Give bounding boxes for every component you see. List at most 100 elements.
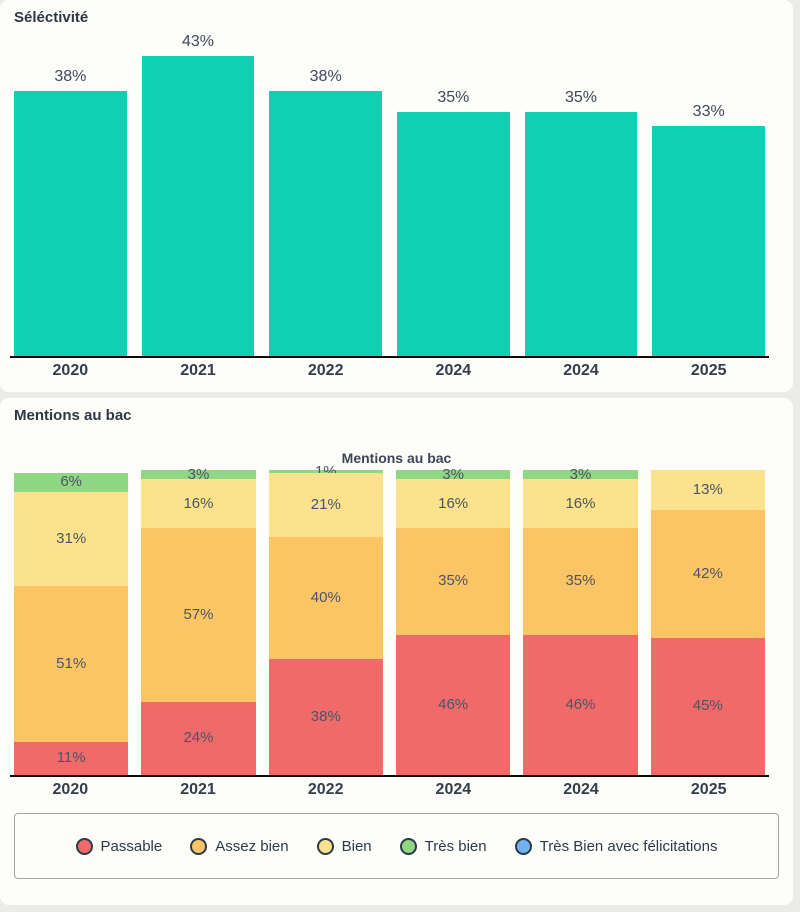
segment-value-label: 42%	[692, 564, 723, 582]
bar	[397, 112, 510, 356]
mentions-section-title: Mentions au bac	[14, 407, 132, 424]
legend-color-dot	[75, 837, 93, 855]
mentions-chart: 6% 31% 51% 11% 3% 16% 57% 24% 1% 21% 40% 38% 3% 16% 35…	[10, 463, 769, 777]
bar-segment: 24%	[141, 701, 256, 775]
legend-item[interactable]: Passable	[75, 837, 163, 855]
mentions-bar-group: 1% 21% 40% 38%	[268, 463, 383, 775]
selectivity-bar-group: 38%	[269, 68, 383, 356]
legend-color-dot	[399, 837, 417, 855]
bar-segment: 16%	[141, 479, 256, 529]
mentions-bar-group: 13% 42% 45%	[650, 468, 765, 775]
bar-segment: 16%	[523, 479, 638, 528]
selectivity-bar-group: 35%	[397, 89, 510, 356]
segment-value-label: 16%	[565, 494, 596, 512]
legend-color-dot	[190, 837, 208, 855]
segment-value-label: 3%	[187, 465, 210, 483]
segment-value-label: 51%	[56, 654, 87, 672]
legend-label: Très Bien avec félicitations	[539, 837, 718, 855]
segment-value-label: 3%	[442, 465, 464, 483]
bar-segment: 3%	[141, 466, 256, 482]
bar-segment: 6%	[14, 473, 129, 492]
segment-value-label: 6%	[60, 473, 82, 491]
segment-value-label: 46%	[438, 695, 469, 713]
bar-segment: 35%	[523, 527, 638, 635]
segment-value-label: 57%	[183, 605, 214, 623]
bar-value-label: 35%	[565, 89, 598, 106]
segment-value-label: 38%	[310, 708, 341, 726]
legend-item[interactable]: Très bien	[399, 837, 487, 855]
legend-label: Bien	[341, 837, 372, 855]
segment-value-label: 16%	[183, 494, 214, 512]
selectivity-bar-group: 38%	[14, 68, 127, 356]
bar-segment: 42%	[650, 509, 765, 638]
segment-value-label: 35%	[438, 572, 469, 590]
chart-legend: Passable Assez bien Bien Très bien Très Bien…	[14, 813, 779, 879]
bar-value-label: 38%	[54, 68, 87, 85]
bar-value-label: 43%	[181, 33, 215, 50]
bar-value-label: 35%	[437, 89, 470, 106]
mentions-x-axis: 2020 2021 2022 2024 2024 2025	[10, 777, 769, 799]
mentions-bar-group: 6% 31% 51% 11%	[14, 468, 129, 775]
bar-segment: 31%	[14, 491, 129, 586]
bar-segment: 21%	[268, 473, 383, 538]
segment-value-label: 16%	[438, 494, 469, 512]
bar	[524, 112, 638, 356]
selectivity-bar-group: 43%	[141, 33, 255, 356]
mentions-card: Mentions au bac Mentions au bac 6% 31% 51%…	[0, 398, 793, 905]
segment-value-label: 31%	[56, 529, 87, 547]
x-axis-label: 2025	[690, 781, 727, 798]
bar-segment: 46%	[523, 634, 638, 775]
x-axis-label: 2020	[52, 362, 89, 379]
bar-segment: 11%	[14, 741, 129, 775]
bar-value-label: 33%	[692, 103, 725, 120]
legend-color-dot	[514, 837, 532, 855]
bar	[14, 91, 127, 356]
x-axis-label: 2022	[307, 781, 344, 798]
bar-segment: 40%	[268, 537, 383, 660]
mentions-chart-title: Mentions au bac	[341, 450, 452, 466]
legend-label: Passable	[100, 837, 163, 855]
segment-value-label: 35%	[565, 572, 596, 590]
x-axis-label: 2024	[435, 362, 472, 379]
bar-segment: 38%	[268, 659, 383, 775]
legend-item[interactable]: Très Bien avec félicitations	[514, 837, 718, 855]
segment-value-label: 11%	[56, 749, 86, 767]
bar-segment: 57%	[141, 528, 256, 702]
x-axis-label: 2024	[563, 362, 599, 379]
bar-segment: 3%	[395, 466, 511, 482]
bar-segment: 46%	[395, 634, 511, 775]
selectivity-card: Séléctivité 38% 43% 38% 35% 35% 33% 2020 2021 2…	[0, 0, 793, 392]
mentions-bar-group: 3% 16% 57% 24%	[141, 466, 256, 775]
mentions-bar-group: 3% 16% 35% 46%	[395, 466, 511, 775]
x-axis-label: 2022	[307, 362, 344, 379]
bar-segment: 35%	[395, 527, 511, 635]
selectivity-x-axis: 2020 2021 2022 2024 2024 2025	[10, 358, 769, 380]
selectivity-title: Séléctivité	[14, 9, 89, 26]
segment-value-label: 3%	[569, 465, 592, 483]
legend-label: Très bien	[424, 837, 487, 855]
x-axis-label: 2020	[52, 781, 89, 798]
selectivity-bar-group: 33%	[652, 103, 766, 356]
mentions-bar-group: 3% 16% 35% 46%	[523, 466, 638, 775]
bar-segment: 13%	[650, 470, 765, 510]
bar	[141, 56, 255, 356]
selectivity-chart: 38% 43% 38% 35% 35% 33%	[10, 26, 769, 358]
x-axis-label: 2024	[563, 781, 599, 798]
bar-segment: 51%	[14, 586, 129, 742]
bar	[269, 91, 383, 356]
bar-segment: 16%	[395, 479, 511, 528]
bar-segment: 3%	[523, 466, 638, 482]
segment-value-label: 40%	[310, 589, 341, 607]
x-axis-label: 2021	[180, 781, 216, 798]
segment-value-label: 45%	[692, 697, 723, 715]
selectivity-bar-group: 35%	[524, 89, 638, 356]
segment-value-label: 46%	[565, 695, 596, 713]
x-axis-label: 2025	[690, 362, 727, 379]
legend-item[interactable]: Assez bien	[190, 837, 289, 855]
legend-color-dot	[316, 837, 334, 855]
segment-value-label: 21%	[310, 496, 341, 514]
legend-item[interactable]: Bien	[316, 837, 372, 855]
bar-value-label: 38%	[309, 68, 342, 85]
segment-value-label: 13%	[692, 480, 723, 498]
segment-value-label: 24%	[183, 729, 214, 747]
